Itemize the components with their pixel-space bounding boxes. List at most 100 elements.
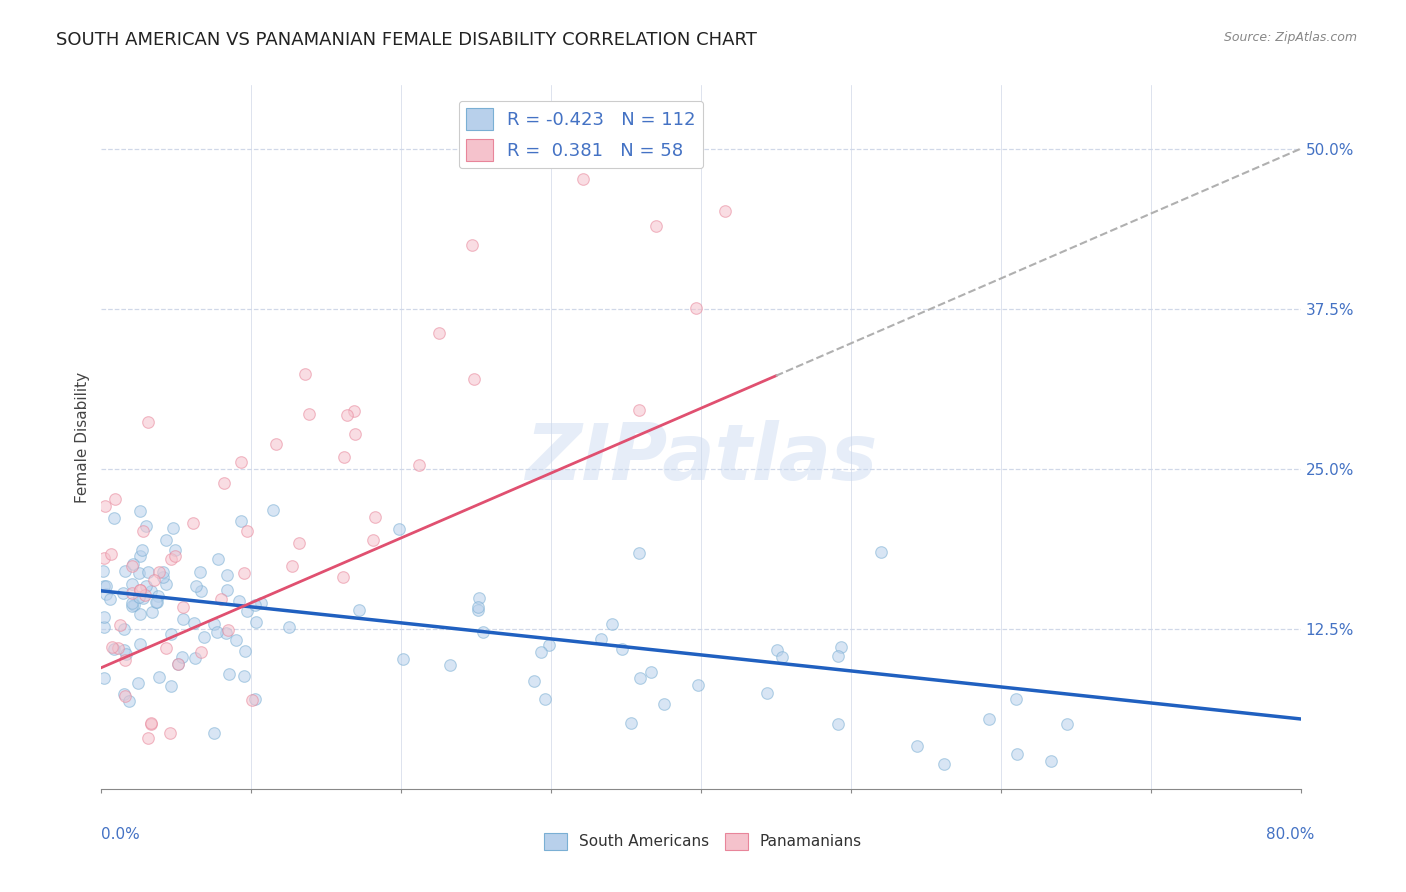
Point bbox=[463, 372, 485, 386]
Point bbox=[163, 542, 186, 557]
Point bbox=[134, 588, 156, 602]
Point bbox=[640, 665, 662, 679]
Point bbox=[332, 570, 354, 584]
Point bbox=[167, 657, 190, 671]
Point bbox=[122, 598, 145, 612]
Point bbox=[155, 533, 177, 547]
Legend: R = -0.423   N = 112, R =  0.381   N = 58: R = -0.423 N = 112, R = 0.381 N = 58 bbox=[458, 101, 703, 169]
Point bbox=[460, 237, 482, 252]
Point bbox=[107, 641, 129, 656]
Point bbox=[229, 514, 252, 528]
Point bbox=[932, 756, 955, 771]
Point bbox=[408, 458, 430, 472]
Point bbox=[245, 615, 267, 629]
Point bbox=[250, 597, 273, 611]
Point bbox=[172, 599, 194, 614]
Point bbox=[190, 645, 212, 659]
Point bbox=[652, 697, 675, 711]
Point bbox=[628, 546, 651, 560]
Point bbox=[233, 644, 256, 658]
Point bbox=[94, 579, 117, 593]
Point bbox=[627, 403, 650, 417]
Point bbox=[141, 583, 163, 598]
Point bbox=[600, 617, 623, 632]
Point bbox=[136, 416, 159, 430]
Point bbox=[114, 652, 136, 666]
Point bbox=[145, 595, 167, 609]
Point bbox=[217, 623, 239, 637]
Point bbox=[162, 521, 184, 535]
Point bbox=[131, 542, 153, 557]
Point bbox=[139, 716, 162, 731]
Point bbox=[127, 675, 149, 690]
Point bbox=[333, 450, 356, 464]
Point bbox=[115, 648, 138, 662]
Point bbox=[112, 643, 135, 657]
Point bbox=[160, 552, 183, 566]
Point bbox=[108, 618, 131, 632]
Point bbox=[100, 547, 122, 561]
Point bbox=[146, 589, 169, 603]
Point bbox=[620, 716, 643, 731]
Point bbox=[159, 725, 181, 739]
Point bbox=[225, 633, 247, 648]
Point bbox=[104, 492, 127, 507]
Point bbox=[905, 739, 928, 753]
Point bbox=[869, 545, 891, 559]
Point bbox=[685, 301, 707, 316]
Point bbox=[93, 610, 115, 624]
Point bbox=[139, 717, 162, 731]
Point bbox=[242, 692, 264, 706]
Point bbox=[129, 583, 152, 598]
Point bbox=[1056, 716, 1078, 731]
Point bbox=[148, 670, 170, 684]
Point bbox=[167, 657, 190, 671]
Point bbox=[172, 650, 194, 665]
Point bbox=[129, 637, 152, 651]
Point bbox=[343, 427, 366, 442]
Point bbox=[467, 603, 489, 617]
Point bbox=[101, 640, 124, 654]
Point bbox=[91, 564, 114, 578]
Point bbox=[93, 550, 115, 565]
Point bbox=[207, 551, 229, 566]
Point bbox=[98, 591, 121, 606]
Point bbox=[160, 627, 183, 641]
Point bbox=[530, 645, 553, 659]
Point bbox=[141, 605, 163, 619]
Point bbox=[183, 616, 205, 631]
Point bbox=[472, 625, 495, 640]
Point bbox=[172, 612, 194, 626]
Point bbox=[1005, 747, 1028, 762]
Point bbox=[209, 592, 232, 607]
Point bbox=[243, 599, 266, 613]
Point bbox=[186, 578, 208, 592]
Point bbox=[571, 172, 593, 186]
Point bbox=[121, 557, 143, 571]
Point bbox=[264, 437, 287, 451]
Point bbox=[94, 499, 117, 513]
Point bbox=[193, 630, 215, 644]
Point bbox=[235, 604, 257, 618]
Point bbox=[218, 666, 240, 681]
Point bbox=[335, 409, 357, 423]
Point bbox=[830, 640, 852, 655]
Point bbox=[135, 519, 157, 533]
Point bbox=[522, 674, 544, 689]
Point bbox=[756, 686, 779, 700]
Point bbox=[610, 641, 633, 656]
Point bbox=[114, 564, 136, 578]
Point bbox=[155, 641, 177, 656]
Text: 0.0%: 0.0% bbox=[101, 827, 141, 841]
Point bbox=[1039, 754, 1062, 768]
Point bbox=[143, 573, 166, 587]
Point bbox=[112, 622, 135, 636]
Point bbox=[714, 204, 737, 219]
Point bbox=[439, 658, 461, 673]
Point bbox=[128, 549, 150, 564]
Point bbox=[217, 582, 239, 597]
Point bbox=[103, 642, 125, 657]
Point bbox=[298, 407, 321, 421]
Point bbox=[160, 679, 183, 693]
Point bbox=[205, 624, 228, 639]
